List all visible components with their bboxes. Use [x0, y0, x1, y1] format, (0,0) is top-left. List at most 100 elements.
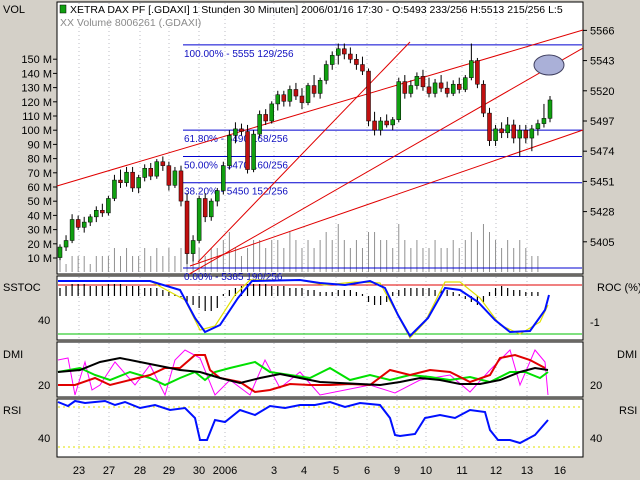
- candle-body: [172, 170, 178, 186]
- volume-tick-label: 70 M: [28, 168, 52, 180]
- price-tick-label: 5474: [590, 146, 614, 158]
- chart-title: XETRA DAX PF [.GDAXI] 1 Stunden 30 Minut…: [70, 4, 563, 16]
- candle-body: [360, 64, 365, 72]
- candle: [529, 124, 535, 152]
- volume-tick-label: 120 M: [21, 97, 52, 109]
- candle: [426, 77, 432, 98]
- candle-body: [136, 177, 141, 189]
- x-tick-label: 29: [163, 465, 175, 477]
- volume-tick-label: 110 M: [22, 111, 52, 123]
- candle-body: [299, 95, 305, 103]
- candle-body: [426, 86, 432, 94]
- vertical-grid: [78, 3, 528, 456]
- x-tick-label: 3: [271, 465, 277, 477]
- candle: [463, 75, 468, 93]
- candle-body: [63, 240, 69, 248]
- candle-body: [414, 76, 420, 86]
- rsi-left-tick: 40: [38, 433, 50, 445]
- candle-body: [517, 129, 523, 139]
- rsi-line: [57, 399, 549, 445]
- volume-tick-label: 60 M: [28, 182, 52, 194]
- candle: [547, 96, 553, 123]
- candle: [396, 77, 402, 123]
- candle: [475, 57, 480, 89]
- candle-body: [245, 131, 250, 170]
- x-tick-label: 6: [364, 465, 370, 477]
- candle-body: [408, 85, 414, 94]
- x-tick-label: 23: [73, 465, 85, 477]
- candle: [63, 235, 69, 251]
- volume-tick-label: 130 M: [21, 83, 52, 95]
- trend-line-lower[interactable]: [189, 129, 584, 267]
- highlight-ellipse[interactable]: [533, 54, 565, 76]
- candle-body: [420, 76, 426, 88]
- candle: [481, 80, 486, 118]
- candle: [184, 193, 190, 265]
- price-tick-label: 5566: [590, 25, 614, 37]
- candle-body: [239, 128, 244, 132]
- fibonacci-levels: 100.00% - 5555 129/256 61.80% - 5490 168/…: [183, 44, 582, 283]
- candle-body: [336, 48, 341, 56]
- candle: [499, 122, 504, 139]
- candle-body: [317, 80, 323, 94]
- trend-line-middle[interactable]: [57, 47, 583, 350]
- candle-body: [487, 112, 492, 141]
- candle-body: [438, 82, 444, 89]
- candle-body: [384, 120, 389, 126]
- candle: [293, 82, 299, 100]
- volume-tick-label: 100 M: [21, 125, 52, 137]
- candle: [336, 43, 341, 65]
- candle-body: [523, 129, 529, 139]
- sstoc-panel: [58, 278, 582, 340]
- candle: [142, 164, 147, 182]
- candle-body: [348, 53, 353, 60]
- trend-line-steep[interactable]: [197, 41, 411, 263]
- candle: [402, 75, 408, 99]
- candle: [154, 159, 160, 179]
- candle: [227, 130, 232, 170]
- candle-body: [208, 200, 214, 218]
- candle-body: [57, 246, 63, 258]
- x-tick-label: 9: [394, 465, 400, 477]
- candle-body: [366, 70, 371, 122]
- candle-body: [160, 161, 166, 166]
- candle-body: [69, 219, 75, 241]
- rsi-left-label: RSI: [3, 405, 21, 417]
- fib-level-label: 100.00% - 5555 129/256: [184, 49, 294, 60]
- sstoc-label: SSTOC: [3, 282, 41, 294]
- x-tick-label: 16: [554, 465, 566, 477]
- candle: [275, 90, 281, 111]
- candle-body: [505, 124, 510, 134]
- rsi-right-label: RSI: [619, 405, 637, 417]
- candle: [432, 78, 438, 98]
- candle-body: [148, 168, 153, 177]
- candle-body: [154, 161, 160, 177]
- candle-body: [493, 128, 498, 141]
- price-tick-label: 5520: [590, 86, 614, 98]
- candle: [245, 124, 250, 174]
- vol-label: VOL: [3, 4, 25, 16]
- candle: [457, 77, 462, 94]
- roc-tick: -1: [590, 317, 600, 329]
- candle-body: [547, 99, 553, 119]
- candle-body: [233, 128, 238, 136]
- candle-body: [378, 120, 383, 131]
- candle: [311, 75, 317, 98]
- candle-body: [444, 87, 450, 94]
- x-tick-label: 4: [301, 465, 307, 477]
- candle-body: [94, 210, 99, 218]
- candle-body: [87, 216, 93, 223]
- trend-line-upper[interactable]: [56, 29, 584, 187]
- candle-body: [293, 89, 299, 97]
- fib-level-label: 61.80% - 5490 168/256: [184, 134, 288, 145]
- candle: [269, 101, 274, 124]
- candles: [57, 43, 553, 265]
- candle-body: [227, 135, 232, 166]
- candle-body: [390, 119, 395, 126]
- dmi-right-tick: 20: [590, 380, 602, 392]
- candle: [523, 124, 529, 144]
- candle-body: [106, 198, 111, 214]
- candle: [221, 161, 226, 195]
- candle: [390, 117, 395, 131]
